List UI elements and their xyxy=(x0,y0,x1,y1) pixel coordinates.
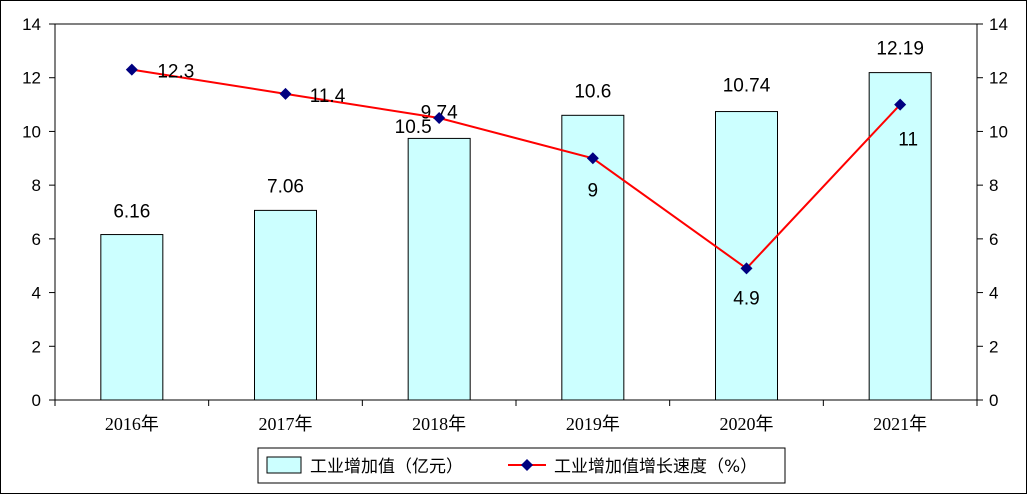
y2-axis-tick-label: 4 xyxy=(989,284,998,303)
legend: 工业增加值（亿元） 工业增加值增长速度（%） xyxy=(257,447,786,484)
line-marker xyxy=(894,98,907,111)
bar xyxy=(100,234,164,401)
line-marker xyxy=(125,63,138,76)
line-data-label: 10.5 xyxy=(395,117,432,138)
y-axis-tick-label: 12 xyxy=(22,69,41,88)
legend-line-marker xyxy=(521,459,533,471)
y2-axis-tick-label: 8 xyxy=(989,176,998,195)
bar-data-label: 10.6 xyxy=(574,81,611,102)
line-data-label: 11.4 xyxy=(310,86,346,107)
y2-axis-tick-label: 6 xyxy=(989,230,998,249)
y2-axis-tick-label: 0 xyxy=(989,391,998,410)
growth-line xyxy=(131,68,901,270)
bar xyxy=(407,137,471,401)
plot-area xyxy=(54,23,978,401)
bar-data-label: 7.06 xyxy=(267,176,304,197)
y-axis-tick-label: 14 xyxy=(22,15,41,34)
line-marker xyxy=(586,152,599,165)
bar-data-label: 6.16 xyxy=(113,202,150,223)
y-axis-tick-label: 10 xyxy=(22,122,41,141)
axes: 0 2 4 6 8 10 12 14 0 2 4 6 8 10 12 14 2016年 2017年 2018年 201… xyxy=(22,15,1008,434)
y2-axis-tick-label: 14 xyxy=(989,15,1008,34)
bar xyxy=(868,72,932,401)
plot-border xyxy=(54,23,978,401)
bar xyxy=(254,209,317,401)
line-marker xyxy=(740,262,753,275)
y2-axis-tick-label: 10 xyxy=(989,122,1008,141)
line-data-label: 12.3 xyxy=(157,62,194,83)
y-axis-tick-label: 0 xyxy=(32,391,41,410)
legend-bar-swatch xyxy=(266,456,302,474)
y-axis-tick-label: 2 xyxy=(32,337,41,356)
y2-axis-tick-label: 12 xyxy=(989,69,1008,88)
x-axis-tick-label: 2016年 xyxy=(105,414,159,434)
bar xyxy=(715,111,778,401)
y-axis-tick-label: 4 xyxy=(32,284,41,303)
line-data-label: 9 xyxy=(588,180,599,201)
legend-line-label: 工业增加值增长速度（%） xyxy=(554,457,757,477)
y2-axis-tick-label: 2 xyxy=(989,337,998,356)
x-axis-tick-label: 2021年 xyxy=(873,414,927,434)
y-axis-tick-label: 8 xyxy=(32,176,41,195)
bar-data-label: 10.74 xyxy=(723,76,771,97)
line-data-label: 11 xyxy=(898,130,918,151)
x-axis-tick-label: 2019年 xyxy=(566,414,620,434)
x-axis-tick-label: 2018年 xyxy=(412,414,466,434)
x-axis-tick-label: 2020年 xyxy=(720,414,774,434)
y-axis-tick-label: 6 xyxy=(32,230,41,249)
bar-data-label: 12.19 xyxy=(876,39,924,60)
line-data-label: 4.9 xyxy=(733,288,759,309)
line-marker xyxy=(279,87,292,100)
x-axis-tick-label: 2017年 xyxy=(259,414,313,434)
legend-bar-label: 工业增加值（亿元） xyxy=(310,457,463,477)
line-series: 12.3 11.4 10.5 9 4.9 11 xyxy=(125,62,918,309)
line-marker xyxy=(433,112,446,124)
bar xyxy=(561,114,625,401)
